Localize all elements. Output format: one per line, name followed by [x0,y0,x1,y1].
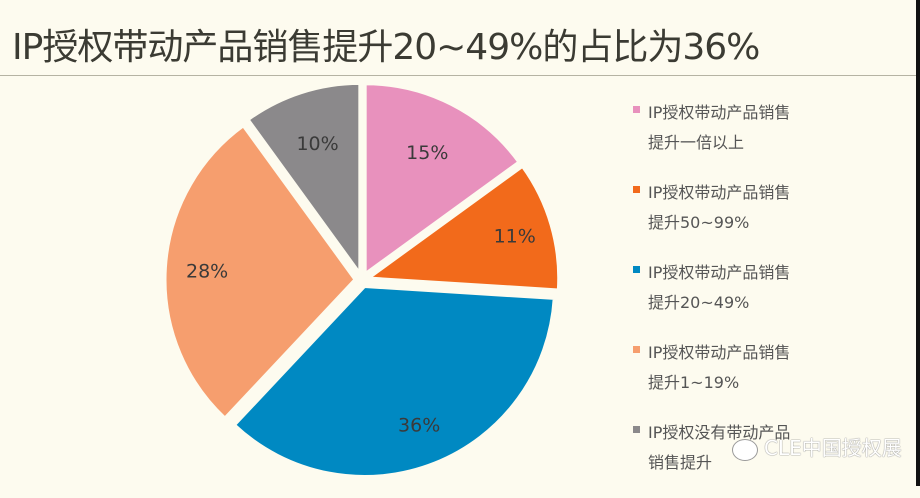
legend-item: IP授权带动产品销售 提升50~99% [633,178,833,258]
wechat-icon [732,438,758,461]
legend-label: IP授权带动产品销售 [648,183,791,202]
chart-title: IP授权带动产品销售提升20~49%的占比为36% [12,27,760,68]
legend-label: 提升一倍以上 [648,133,745,152]
pie-slice [363,82,521,277]
legend-label: IP授权没有带动产品 [648,423,791,442]
legend-marker-icon [633,426,640,433]
legend-label: 提升20~49% [648,293,750,312]
watermark: CLE中国授权展 [732,432,902,461]
legend-label: IP授权带动产品销售 [648,343,791,362]
legend-label: 销售提升 [648,453,713,472]
slice-label: 28% [186,260,228,282]
legend-label: IP授权带动产品销售 [648,103,791,122]
legend-label: IP授权带动产品销售 [648,263,791,282]
legend-item: IP授权没有带动产品 销售提升 [633,418,833,498]
legend-label: 提升1~19% [648,373,740,392]
legend-marker-icon [633,346,640,353]
legend-item: IP授权带动产品销售 提升一倍以上 [633,98,833,178]
title-divider [0,75,916,76]
window-edge [916,0,920,486]
legend-marker-icon [633,106,640,113]
pie-slice [246,81,362,278]
pie-slice [163,123,357,421]
legend-marker-icon [633,186,640,193]
slice-label: 11% [494,226,536,248]
watermark-text: CLE中国授权展 [764,436,902,460]
pie-slice [232,284,556,478]
legend-item: IP授权带动产品销售 提升20~49% [633,258,833,338]
pie-slice [364,164,561,292]
pie-chart: 15% 11% 36% 28% 10% [163,81,561,478]
legend-label: 提升50~99% [648,213,750,232]
legend-item: IP授权带动产品销售 提升1~19% [633,338,833,418]
slice-label: 36% [398,414,440,436]
slice-label: 15% [406,142,448,164]
chart-legend: IP授权带动产品销售 提升一倍以上 IP授权带动产品销售 提升50~99% IP… [633,98,833,498]
slice-label: 10% [296,133,338,155]
legend-marker-icon [633,266,640,273]
